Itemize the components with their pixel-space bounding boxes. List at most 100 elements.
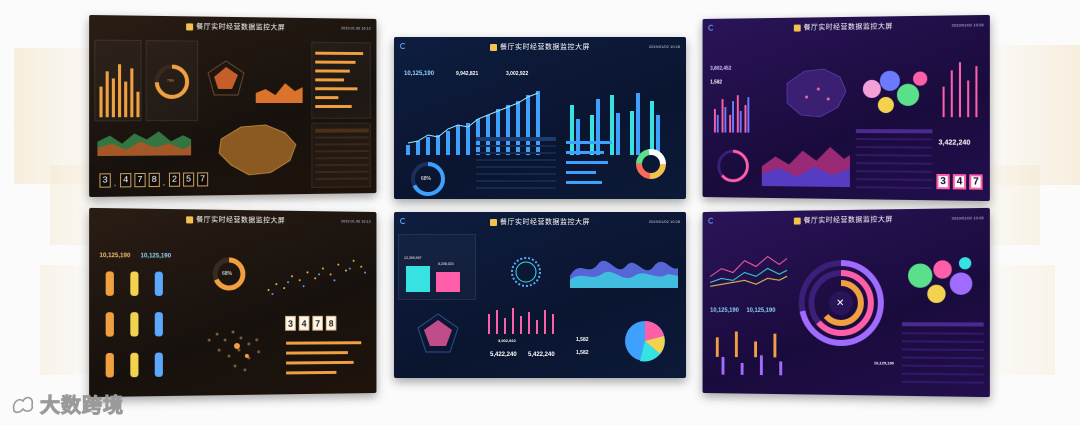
kpi-value: 3,002,922: [506, 71, 529, 77]
counter-digit: 4: [952, 174, 967, 190]
counter-digit: 7: [134, 172, 146, 188]
green-area-chart: [97, 131, 192, 157]
progress-bars-orange: [286, 341, 362, 375]
dot-map-orange: [207, 330, 261, 372]
cylinder-gauges: [105, 271, 163, 378]
orange-bar-chart: [99, 64, 140, 118]
dashboard-date: 2019.01.06 16:12: [341, 218, 371, 224]
dashboard-blue-2[interactable]: 餐厅实时经营数据监控大屏 2019/01/02 10:28 12,399,997…: [394, 212, 686, 378]
ring-chart-purple: [714, 146, 752, 186]
brand-logo: [400, 218, 406, 224]
logo-icon: [400, 218, 406, 224]
mini-bars-purple: [715, 331, 783, 376]
counter-digit: 2: [168, 172, 181, 187]
brand-logo: [708, 24, 714, 31]
radar-chart-pink: [417, 313, 459, 353]
kpi-bar-box: [398, 234, 476, 300]
dashboard-title: 餐厅实时经营数据监控大屏: [490, 217, 590, 227]
kpi-value: 1,582: [576, 350, 589, 356]
dashboard-date: 2019/01/02 10:28: [648, 219, 680, 224]
dashboard-date: 2019.01.06 16:12: [341, 25, 371, 31]
counter-digit: 3: [936, 173, 950, 190]
china-map-purple: [779, 63, 848, 123]
counter-digit: 4: [298, 315, 310, 331]
dashboard-title: 餐厅实时经营数据监控大屏: [793, 21, 893, 32]
watermark-text: 大数跨境: [40, 395, 124, 418]
dashboard-orange-2[interactable]: 餐厅实时经营数据监控大屏 2019.01.06 16:12 10,125,190…: [89, 207, 377, 398]
kpi-value: 3,802,452: [710, 65, 732, 72]
table-rows: [315, 128, 369, 181]
dashboard-title: 餐厅实时经营数据监控大屏: [186, 21, 285, 32]
dashboard-purple-1[interactable]: 餐厅实时经营数据监控大屏 2019/01/02 10:28 3,802,452 …: [702, 14, 990, 202]
grouped-bar-chart: [570, 93, 660, 155]
dashboard-date: 2019/01/02 10:28: [951, 215, 984, 221]
dashboard-blue-1[interactable]: 餐厅实时经营数据监控大屏 2019/01/02 10:28 10,125,190…: [394, 37, 686, 199]
dashboard-title: 餐厅实时经营数据监控大屏: [793, 214, 893, 225]
radar-chart: [206, 60, 245, 96]
data-table-purple: [901, 322, 984, 384]
data-table-purple: [855, 129, 933, 190]
counter-digit: 7: [197, 172, 209, 187]
dashboard-title: 餐厅实时经营数据监控大屏: [186, 214, 285, 225]
segment-bars: [566, 141, 612, 184]
kpi-value: 1,582: [710, 79, 723, 86]
china-map-orange: [211, 119, 300, 179]
watermark-logo-icon: [12, 396, 34, 413]
kpi-value: 10,125,190: [746, 307, 776, 314]
area-chart-top: [255, 83, 303, 104]
pink-bar-chart: [942, 62, 978, 118]
bubble-chart: [862, 70, 928, 114]
dashboard-date: 2019/01/02 10:28: [648, 44, 680, 49]
watermark: 大数跨境: [10, 389, 124, 418]
area-chart-purple: [761, 146, 850, 188]
restaurant-icon: [186, 215, 194, 223]
ring-chart-blue: [411, 162, 445, 196]
dashboard-date: 2019/01/02 10:28: [951, 22, 984, 28]
big-number: 3,422,240: [938, 139, 971, 147]
restaurant-icon: [793, 24, 801, 32]
line-chart-purple: [710, 246, 787, 290]
kpi-value: 5,422,240: [490, 352, 517, 358]
kpi-value: 1,582: [576, 337, 589, 343]
kpi-value: 10,125,190: [99, 252, 131, 260]
backdrop-panel-right-bottom: [980, 265, 1055, 375]
counter-digit: 7: [312, 315, 323, 331]
counter-digit: 8: [148, 172, 160, 188]
pie-chart-blue: [625, 321, 665, 362]
bubble-chart-purple: [908, 257, 973, 304]
kpi-value: 16,125,190: [873, 360, 894, 366]
restaurant-icon: [490, 218, 497, 226]
counter-digit: 5: [183, 172, 195, 187]
restaurant-icon: [490, 43, 497, 51]
logo-icon: [708, 217, 714, 224]
dashboard-header: 餐厅实时经营数据监控大屏 2019.01.06 16:12: [89, 208, 376, 232]
pie-chart-colorful: [636, 149, 666, 179]
restaurant-icon: [793, 217, 801, 225]
kpi-value: 12,399,997: [404, 256, 422, 260]
progress-bars: [315, 51, 364, 108]
backdrop-panel-left-top: [14, 48, 104, 184]
bar-chart-pink: [488, 308, 554, 334]
kpi-value: 3,002,922: [498, 338, 516, 343]
gauge-value: 75%: [166, 78, 175, 83]
kpi-value: 5,208,023: [438, 262, 454, 266]
dashboard-orange-1[interactable]: 餐厅实时经营数据监控大屏 2019.01.06 16:12 75%: [89, 14, 377, 198]
restaurant-icon: [186, 22, 194, 30]
kpi-value: 5,422,240: [528, 352, 555, 358]
kpi-value: 10,125,190: [404, 71, 435, 77]
purple-bar-chart: [713, 95, 750, 133]
wave-area-chart: [570, 260, 678, 288]
brand-logo: [400, 43, 406, 49]
counter-digit: 3: [99, 173, 111, 188]
dashboard-header: 餐厅实时经营数据监控大屏 2019/01/02 10:28: [394, 37, 686, 57]
dashboard-header: 餐厅实时经营数据监控大屏 2019/01/02 10:28: [703, 15, 990, 39]
brand-logo: [708, 217, 714, 224]
logo-icon: [708, 24, 714, 31]
backdrop-panel-right-top: [985, 45, 1080, 185]
logo-icon: [400, 43, 406, 49]
dashboard-purple-2[interactable]: 餐厅实时经营数据监控大屏 2019/01/02 10:28 10,125,190…: [702, 207, 990, 398]
kpi-value: 10,125,190: [140, 253, 172, 260]
ring-value: 68%: [222, 270, 233, 277]
dashboard-title: 餐厅实时经营数据监控大屏: [490, 42, 590, 52]
